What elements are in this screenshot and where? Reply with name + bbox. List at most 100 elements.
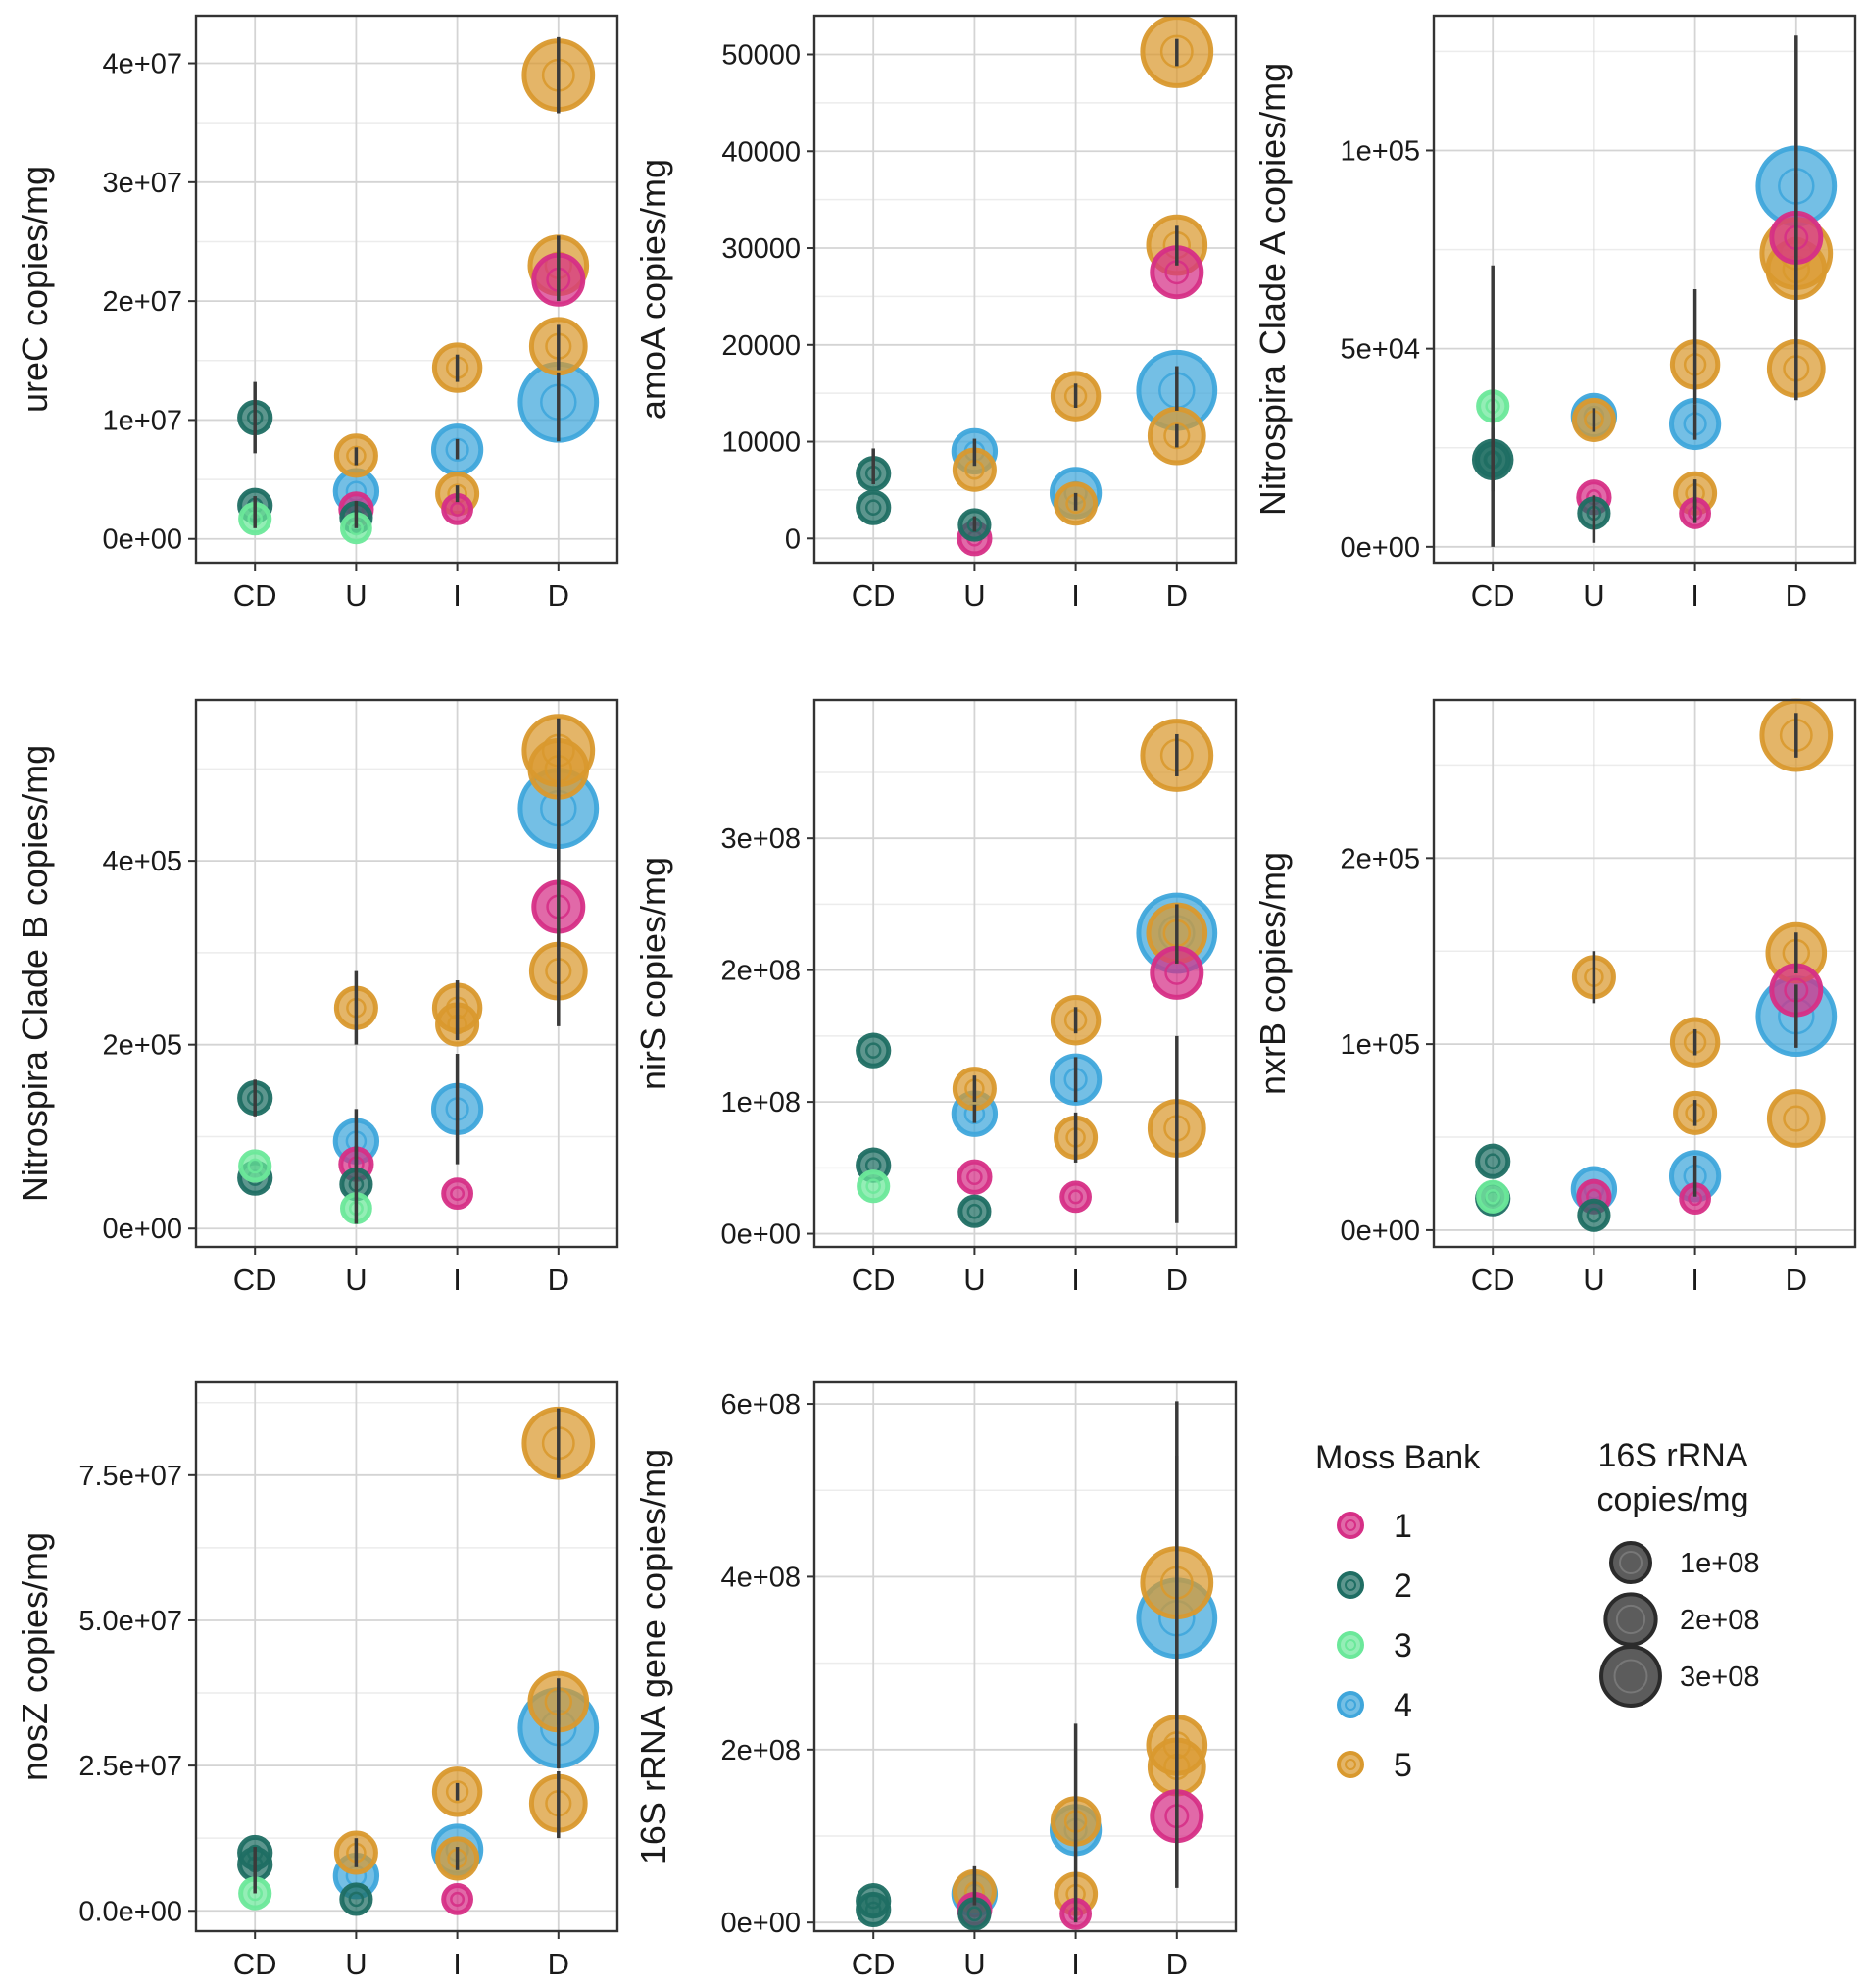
data-point-bank-3 (238, 1149, 272, 1183)
x-tick-label: D (1166, 578, 1188, 613)
y-tick-label: 2e+05 (103, 1030, 182, 1062)
legend: Moss Bank 1 2 3 4 5 16S rRNA copies/mg 1e+08… (1315, 1437, 1759, 1784)
data-point-inner-ring (1783, 1105, 1810, 1132)
x-tick-label: CD (233, 1947, 277, 1981)
data-point-inner-ring (966, 1168, 983, 1186)
x-tick-label: CD (233, 578, 277, 613)
legend-key-inner-ring (1345, 1519, 1356, 1531)
data-point-inner-ring (1159, 34, 1194, 69)
panel-border (812, 1380, 1238, 1933)
x-tick-label: I (453, 578, 462, 613)
data-point-inner-ring (1068, 1189, 1084, 1205)
data-point-inner-ring (966, 1203, 983, 1219)
x-tick-label: D (1166, 1263, 1188, 1297)
panel-border (194, 698, 619, 1249)
x-tick-label: U (345, 1947, 367, 1981)
data-point-bank-2 (339, 1882, 373, 1916)
data-point-inner-ring (864, 1042, 882, 1059)
x-tick-label: I (1691, 1263, 1699, 1297)
y-tick-label: 4e+08 (721, 1562, 801, 1593)
legend-label-bank-3: 3 (1394, 1627, 1412, 1665)
x-tick-label: CD (852, 1947, 896, 1981)
y-axis-label: ureC copies/mg (15, 166, 55, 413)
data-point-bank-3 (857, 1169, 891, 1204)
x-tick-label: CD (1471, 578, 1515, 613)
data-point-bank-3 (1476, 1179, 1510, 1214)
data-point-bank-2 (856, 489, 892, 525)
y-tick-label: 0e+00 (103, 1214, 182, 1245)
y-tick-label: 2e+08 (721, 1735, 801, 1766)
legend-key-inner-ring (1345, 1579, 1356, 1591)
y-tick-label: 0e+00 (721, 1908, 801, 1939)
y-tick-label: 6e+08 (721, 1389, 801, 1420)
data-point-inner-ring (865, 1178, 882, 1194)
data-point-bank-1 (441, 1883, 473, 1915)
x-tick-label: I (1071, 1947, 1080, 1981)
legend-size-label: 2e+08 (1680, 1605, 1759, 1636)
data-point-bank-2 (1577, 1198, 1611, 1232)
data-point-inner-ring (247, 1158, 264, 1174)
y-tick-label: 30000 (721, 233, 801, 265)
x-tick-label: CD (852, 578, 896, 613)
data-point-bank-2 (856, 1891, 892, 1928)
y-axis-label: amoA copies/mg (633, 159, 673, 420)
x-tick-label: D (548, 1947, 569, 1981)
panel-3: 0e+00 5e+04 1e+05 CD U I D Nitrospira Clade A c… (1252, 14, 1857, 613)
data-point-inner-ring (445, 1780, 469, 1804)
y-tick-label: 2.5e+07 (78, 1751, 182, 1782)
y-tick-label: 0e+00 (1341, 1216, 1420, 1247)
x-tick-label: CD (233, 1263, 277, 1297)
legend-size-key (1603, 1592, 1658, 1647)
y-axis-label: Nitrospira Clade A copies/mg (1252, 63, 1293, 516)
data-point-bank-2 (856, 1032, 892, 1069)
y-tick-label: 1e+05 (1341, 135, 1420, 167)
legend-label-bank-5: 5 (1394, 1747, 1412, 1784)
y-axis-label: nirS copies/mg (633, 857, 673, 1090)
panel-border (812, 14, 1238, 565)
data-point-inner-ring (1163, 422, 1191, 450)
y-tick-label: 0 (785, 523, 801, 555)
y-tick-label: 7.5e+07 (78, 1461, 182, 1492)
data-point-inner-ring (348, 1891, 365, 1908)
y-tick-label: 5.0e+07 (78, 1606, 182, 1637)
legend-key-inner-ring (1345, 1699, 1356, 1711)
y-tick-label: 3e+08 (721, 823, 801, 855)
data-point-bank-1 (957, 1159, 993, 1195)
data-point-bank-2 (1475, 1143, 1511, 1179)
panel-border (194, 14, 619, 565)
y-tick-label: 0e+00 (1341, 532, 1420, 564)
data-point-inner-ring (450, 501, 466, 517)
y-axis-label: nosZ copies/mg (15, 1532, 55, 1781)
legend-key-inner-ring (1345, 1639, 1356, 1651)
y-tick-label: 5e+04 (1341, 334, 1420, 366)
legend-size-title-line2: copies/mg (1597, 1481, 1749, 1518)
legend-size-key (1609, 1541, 1652, 1584)
data-point-inner-ring (864, 1901, 882, 1918)
x-tick-label: I (453, 1263, 462, 1297)
y-axis-label: 16S rRNA gene copies/mg (633, 1449, 673, 1864)
legend-size-title-line1: 16S rRNA (1597, 1437, 1747, 1474)
data-point-inner-ring (450, 1186, 466, 1202)
x-tick-label: U (963, 1947, 985, 1981)
x-tick-label: I (1071, 1263, 1080, 1297)
y-tick-label: 1e+05 (1341, 1029, 1420, 1061)
legend-label-bank-1: 1 (1394, 1508, 1412, 1545)
y-tick-label: 0.0e+00 (78, 1896, 182, 1927)
x-tick-label: U (345, 578, 367, 613)
x-tick-label: D (1166, 1947, 1188, 1981)
panel-border (1432, 14, 1857, 565)
x-tick-label: D (548, 1263, 569, 1297)
data-point-bank-1 (1059, 1180, 1092, 1214)
y-tick-label: 0e+00 (103, 524, 182, 556)
data-point-inner-ring (864, 499, 882, 516)
legend-groups: 1 2 3 4 5 (1337, 1508, 1412, 1784)
panel-border (1432, 698, 1857, 1249)
y-tick-label: 20000 (721, 330, 801, 362)
data-point-inner-ring (450, 1891, 466, 1907)
y-tick-label: 3e+07 (103, 168, 182, 199)
panel-4: 0e+00 2e+05 4e+05 CD U I D Nitrospira Clade B c… (15, 698, 619, 1297)
